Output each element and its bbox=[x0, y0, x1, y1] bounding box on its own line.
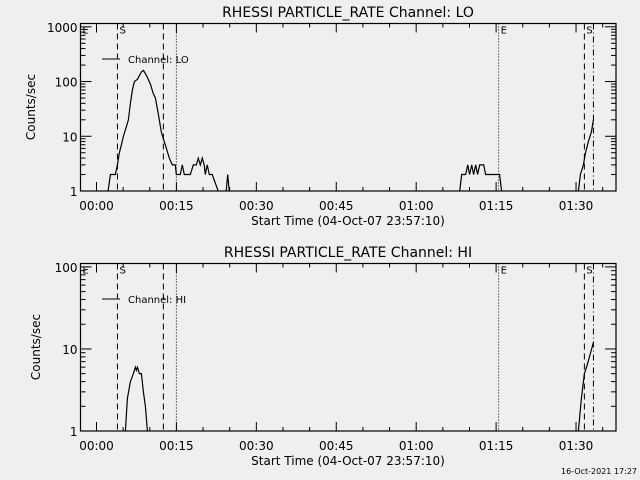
marker-label: E bbox=[83, 26, 89, 37]
y-axis-label: Counts/sec bbox=[24, 74, 38, 140]
panel-hi: RHESSI PARTICLE_RATE Channel: HI Start T… bbox=[29, 245, 617, 468]
x-tick-label: 01:00 bbox=[399, 439, 434, 453]
x-tick-label: 00:00 bbox=[79, 199, 114, 213]
x-axis-label: Start Time (04-Oct-07 23:57:10) bbox=[251, 214, 445, 228]
y-tick-label: 1 bbox=[70, 425, 78, 439]
plot-frame bbox=[79, 262, 617, 432]
marker-label: E bbox=[501, 26, 507, 37]
x-axis-label: Start Time (04-Oct-07 23:57:10) bbox=[251, 454, 445, 468]
footer-timestamp: 16-Oct-2021 17:27 bbox=[561, 467, 637, 476]
x-tick-label: 01:15 bbox=[479, 439, 514, 453]
x-tick-label: 00:45 bbox=[319, 439, 354, 453]
y-tick-label: 1 bbox=[70, 185, 78, 199]
panel-lo: RHESSI PARTICLE_RATE Channel: LO Start T… bbox=[24, 5, 617, 228]
y-tick-label: 10 bbox=[62, 343, 77, 357]
x-tick-label: 01:15 bbox=[479, 199, 514, 213]
x-tick-label: 01:30 bbox=[559, 439, 594, 453]
y-tick-label: 1000 bbox=[47, 21, 78, 35]
x-tick-label: 00:30 bbox=[239, 439, 274, 453]
x-tick-label: 00:15 bbox=[159, 199, 194, 213]
data-series-line bbox=[124, 365, 148, 432]
data-series-line bbox=[577, 342, 594, 432]
x-tick-label: 01:30 bbox=[559, 199, 594, 213]
marker-label: E bbox=[501, 266, 507, 277]
x-tick-label: 00:15 bbox=[159, 439, 194, 453]
y-tick-label: 100 bbox=[55, 261, 78, 275]
y-tick-label: 10 bbox=[62, 130, 77, 144]
chart-title: RHESSI PARTICLE_RATE Channel: LO bbox=[222, 5, 474, 21]
x-tick-label: 00:45 bbox=[319, 199, 354, 213]
data-series-line bbox=[225, 174, 230, 192]
marker-label: S bbox=[119, 26, 125, 37]
marker-label: E bbox=[83, 266, 89, 277]
data-series-line bbox=[577, 119, 594, 192]
marker-label: S bbox=[586, 266, 592, 277]
legend-label: Channel: LO bbox=[128, 55, 189, 66]
marker-label: S bbox=[119, 266, 125, 277]
x-tick-label: 01:00 bbox=[399, 199, 434, 213]
data-series-line bbox=[459, 164, 503, 192]
y-axis-label: Counts/sec bbox=[29, 314, 43, 380]
y-tick-label: 100 bbox=[55, 76, 78, 90]
x-tick-label: 00:30 bbox=[239, 199, 274, 213]
chart-title: RHESSI PARTICLE_RATE Channel: HI bbox=[224, 245, 472, 261]
plot-frame bbox=[79, 22, 617, 192]
legend-label: Channel: HI bbox=[128, 295, 186, 306]
marker-label: S bbox=[586, 26, 592, 37]
x-tick-label: 00:00 bbox=[79, 439, 114, 453]
data-series-line bbox=[107, 69, 219, 192]
